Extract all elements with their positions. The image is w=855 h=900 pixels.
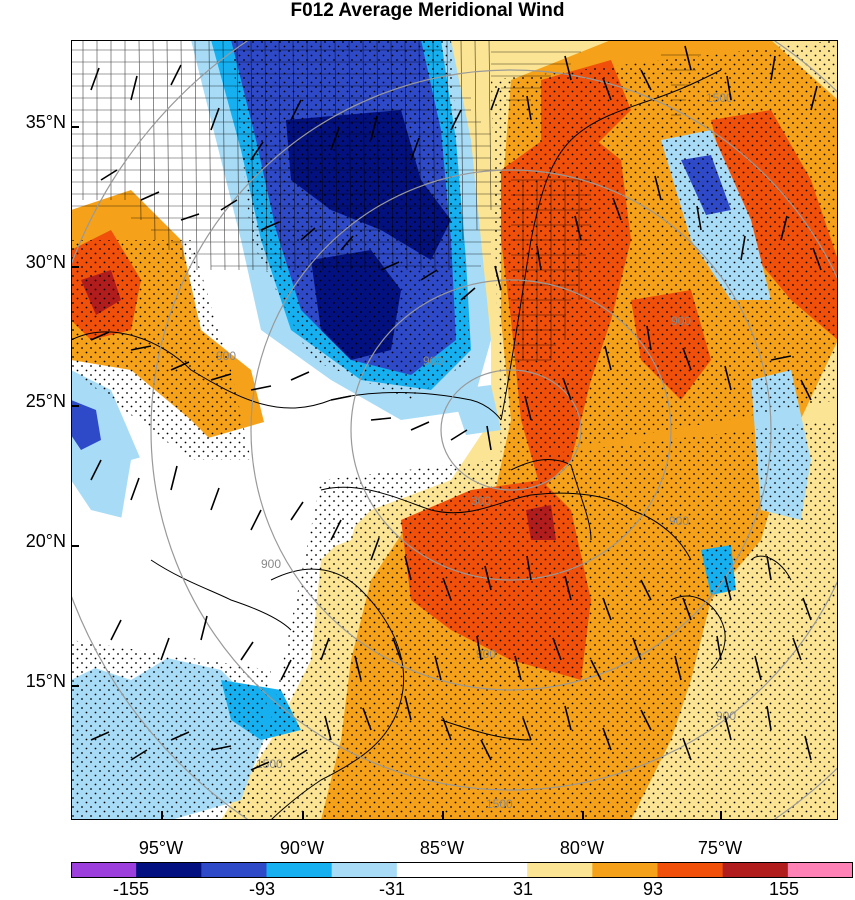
geopotential-contours [71, 40, 838, 820]
colorbar-cell [396, 862, 463, 878]
lon-label-95w: 95°W [138, 838, 184, 858]
map-title: F012 Average Meridional Wind [290, 0, 565, 21]
colorbar-cell [331, 862, 398, 878]
lon-label-80w: 80°W [559, 838, 605, 858]
coastlines [71, 69, 792, 820]
contour-label: 900 [216, 349, 236, 363]
lat-label-15n: 15°N [25, 671, 66, 691]
stippling-florida [491, 40, 838, 460]
stippling-south [221, 420, 838, 820]
contour-label: 900 [716, 709, 736, 723]
colorbar-label: -155 [112, 879, 150, 899]
colorbar-cell [201, 862, 267, 878]
colorbar-label: 93 [642, 879, 664, 899]
contour-label: 1500 [706, 91, 733, 105]
lon-tick-75w [720, 811, 722, 819]
stippling-gulf [231, 40, 471, 400]
lat-label-20n: 20°N [25, 531, 66, 551]
lat-tick-15n [71, 685, 79, 687]
lat-tick-25n [71, 405, 79, 407]
lon-label-85w: 85°W [419, 838, 465, 858]
contour-label: 300 [471, 494, 491, 508]
colorbar-label: 155 [768, 879, 800, 899]
colorbar-cell [527, 862, 593, 878]
contour-label: 900 [261, 557, 281, 571]
wind-field-svg: 1500 900 900 900 300 900 900 900 900 150… [71, 40, 838, 820]
blue-patch-sw [71, 400, 101, 450]
lon-tick-90w [302, 811, 304, 819]
lat-label-30n: 30°N [25, 252, 66, 272]
stippling-pacific [71, 640, 271, 820]
contour-label: 900 [671, 314, 691, 328]
lon-tick-95w [161, 811, 163, 819]
lon-tick-85w [442, 811, 444, 819]
lat-label-35n: 35°N [25, 112, 66, 132]
colorbar-label: -93 [248, 879, 275, 899]
colorbar-cell [722, 862, 789, 878]
colorbar-label: -31 [378, 879, 405, 899]
lat-tick-35n [71, 126, 79, 128]
lat-tick-20n [71, 545, 79, 547]
lat-label-25n: 25°N [25, 391, 66, 411]
contour-label: 900 [423, 354, 443, 368]
us-county-boundaries [71, 40, 711, 361]
colorbar [71, 862, 853, 878]
colorbar-cell [266, 862, 333, 878]
colorbar-cell [657, 862, 724, 878]
lon-tick-80w [582, 811, 584, 819]
wind-barbs [90, 45, 822, 771]
map-plot-area: 1500 900 900 900 300 900 900 900 900 150… [71, 40, 838, 820]
lon-label-75w: 75°W [697, 838, 743, 858]
colorbar-cell [71, 862, 137, 878]
colorbar-cell [136, 862, 202, 878]
colorbar-cell [592, 862, 658, 878]
contour-label: 1500 [486, 797, 513, 811]
light-blue-patch-bahamas [451, 385, 501, 435]
contour-label: 1500 [256, 757, 283, 771]
colorbar-label: 31 [512, 879, 534, 899]
stippling-west [71, 240, 251, 460]
colorbar-cell [462, 862, 528, 878]
contour-label: 900 [669, 514, 689, 528]
colorbar-cell [787, 862, 853, 878]
lon-label-90w: 90°W [279, 838, 325, 858]
lat-tick-30n [71, 266, 79, 268]
